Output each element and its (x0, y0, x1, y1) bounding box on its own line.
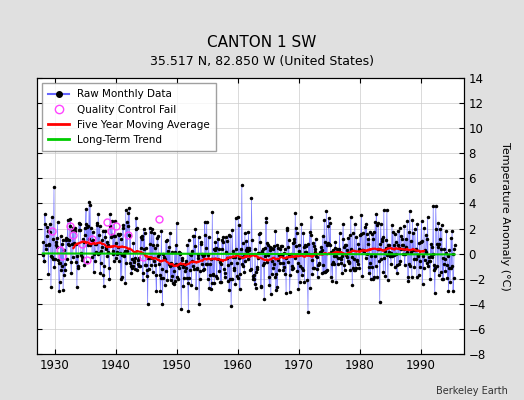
Y-axis label: Temperature Anomaly (°C): Temperature Anomaly (°C) (500, 142, 510, 290)
Legend: Raw Monthly Data, Quality Control Fail, Five Year Moving Average, Long-Term Tren: Raw Monthly Data, Quality Control Fail, … (42, 83, 216, 151)
Text: CANTON 1 SW: CANTON 1 SW (208, 35, 316, 50)
Text: Berkeley Earth: Berkeley Earth (436, 386, 508, 396)
Text: 35.517 N, 82.850 W (United States): 35.517 N, 82.850 W (United States) (150, 55, 374, 68)
